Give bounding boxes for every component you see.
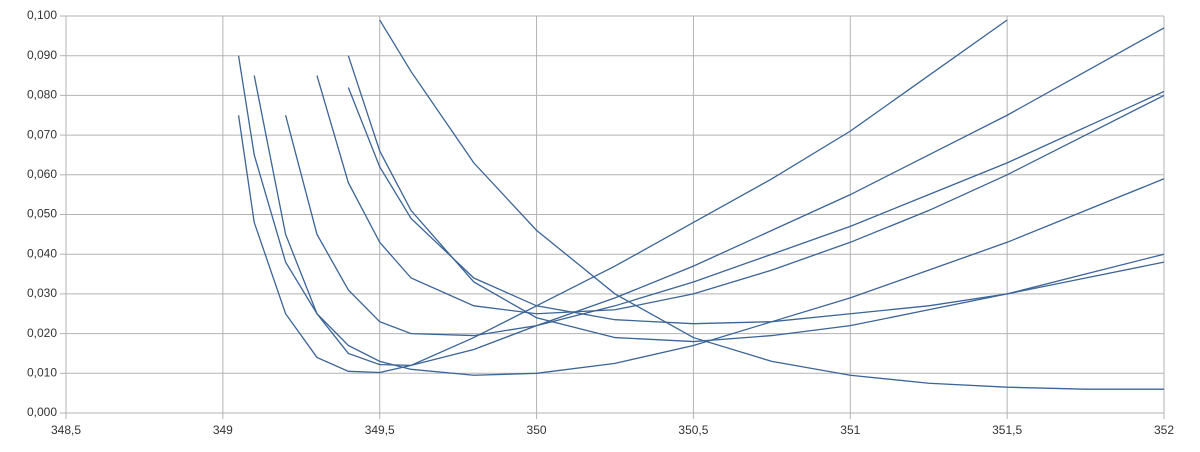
y-tick-label: 0,020 xyxy=(27,326,57,340)
series-line xyxy=(253,27,1165,367)
y-tick-label: 0,000 xyxy=(27,405,57,419)
y-tick-label: 0,070 xyxy=(27,127,57,141)
series-line xyxy=(316,75,1165,315)
series-line xyxy=(284,90,1165,337)
y-tick-label: 0,080 xyxy=(27,88,57,102)
x-tick-label: 350,5 xyxy=(678,423,708,437)
y-tick-label: 0,010 xyxy=(27,365,57,379)
x-tick-label: 351,5 xyxy=(992,423,1022,437)
x-tick-label: 348,5 xyxy=(51,423,81,437)
x-tick-label: 351 xyxy=(840,423,860,437)
series-line xyxy=(237,19,1008,374)
y-tick-label: 0,030 xyxy=(27,286,57,300)
x-tick-label: 349,5 xyxy=(365,423,395,437)
x-tick-label: 352 xyxy=(1154,423,1174,437)
series-line xyxy=(347,55,1165,343)
series-line xyxy=(237,55,1165,376)
x-tick-label: 349 xyxy=(213,423,233,437)
x-tick-label: 350 xyxy=(527,423,547,437)
y-tick-label: 0,050 xyxy=(27,207,57,221)
y-tick-label: 0,100 xyxy=(27,8,57,22)
series-line xyxy=(347,87,1165,325)
y-tick-label: 0,090 xyxy=(27,48,57,62)
y-tick-label: 0,060 xyxy=(27,167,57,181)
y-tick-label: 0,040 xyxy=(27,246,57,260)
series-line xyxy=(379,19,1164,390)
